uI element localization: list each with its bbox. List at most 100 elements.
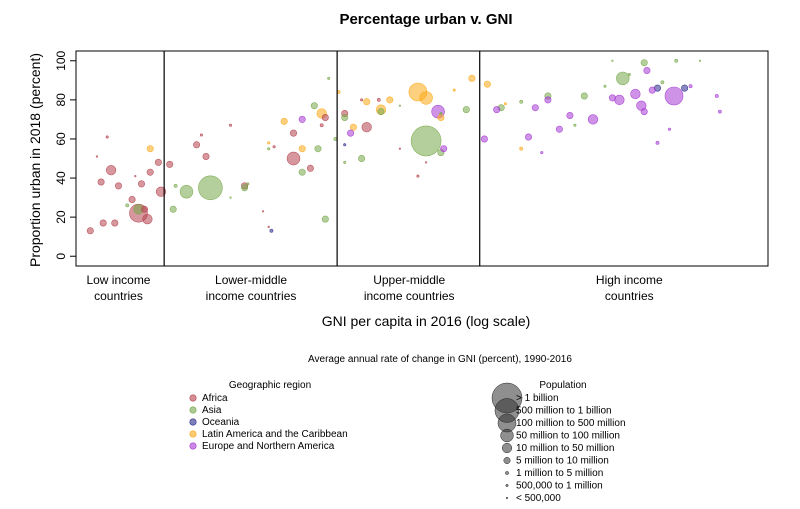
point-latin-america-and-the-caribbean-9 (419, 91, 433, 105)
point-africa-26 (272, 145, 276, 149)
point-asia-20 (439, 112, 443, 116)
point-africa-20 (199, 133, 203, 137)
y-tick-label-40: 40 (54, 171, 68, 185)
point-oceania-1 (343, 143, 347, 147)
point-africa-6 (105, 135, 109, 139)
y-axis-label: Proportion urban in 2018 (percent) (27, 53, 43, 267)
point-europe-and-northern-america-25 (667, 127, 671, 131)
population-legend-swatch-7 (505, 484, 509, 487)
point-asia-3 (169, 205, 177, 213)
point-africa-35 (398, 147, 402, 150)
point-africa-37 (416, 174, 420, 178)
income-dividers (163, 51, 481, 266)
population-legend-label-3: 50 million to 100 million (516, 431, 620, 442)
point-asia-37 (627, 73, 631, 77)
point-latin-america-and-the-caribbean-12 (468, 74, 476, 82)
population-legend-label-0: > 1 billion (516, 393, 559, 404)
population-legend-swatch-3 (500, 428, 514, 443)
point-europe-and-northern-america-17 (648, 86, 656, 94)
point-oceania-3 (681, 84, 689, 92)
region-legend-swatch-4 (189, 442, 197, 450)
population-legend-title: Population (539, 380, 586, 391)
point-europe-and-northern-america-10 (555, 125, 563, 133)
population-legend: Population > 1 billion 500 million to 1 b… (491, 380, 626, 504)
point-asia-31 (640, 59, 648, 67)
point-europe-and-northern-america-21 (714, 94, 719, 98)
point-asia-12 (321, 215, 329, 223)
point-africa-33 (376, 98, 381, 102)
growth-rate-note: Average annual rate of change in GNI (pe… (308, 354, 572, 365)
population-legend-label-5: 5 million to 10 million (516, 456, 609, 467)
point-latin-america-and-the-caribbean-14 (503, 102, 507, 106)
point-africa-3 (97, 178, 105, 186)
point-africa-0 (86, 227, 94, 235)
income-group-label-2-line2: income countries (364, 289, 455, 303)
point-asia-16 (358, 155, 366, 163)
y-tick-label-0: 0 (54, 253, 68, 260)
region-legend-swatch-1 (189, 406, 197, 414)
point-africa-16 (141, 205, 149, 213)
point-africa-24 (262, 210, 265, 213)
region-legend-swatch-0 (189, 394, 197, 402)
point-europe-and-northern-america-3 (440, 145, 448, 153)
point-africa-17 (134, 175, 137, 178)
income-group-label-1-line2: income countries (206, 289, 297, 303)
region-legend-label-0: Africa (202, 393, 228, 404)
y-tick-label-80: 80 (54, 93, 68, 107)
point-africa-11 (138, 180, 146, 188)
point-asia-0 (125, 203, 130, 208)
income-group-labels: Low income countries Lower-middle income co… (86, 273, 662, 303)
point-latin-america-and-the-caribbean-5 (349, 123, 357, 131)
income-group-label-1-line1: Lower-middle (215, 273, 287, 287)
point-asia-26 (519, 99, 524, 104)
point-asia-10 (298, 168, 306, 176)
point-europe-and-northern-america-20 (688, 84, 693, 89)
point-europe-and-northern-america-16 (643, 67, 651, 75)
point-africa-30 (321, 114, 329, 122)
point-africa-27 (289, 129, 297, 137)
point-europe-and-northern-america-0 (298, 115, 306, 123)
region-legend: Geographic region AfricaAsiaOceaniaLatin… (189, 380, 348, 452)
point-africa-34 (360, 98, 364, 102)
region-legend-swatch-2 (189, 418, 197, 426)
point-africa-25 (267, 225, 270, 228)
point-europe-and-northern-america-12 (587, 114, 599, 125)
point-latin-america-and-the-caribbean-0 (146, 145, 154, 153)
point-asia-33 (674, 58, 679, 63)
point-europe-and-northern-america-23 (640, 108, 648, 116)
income-group-label-0-line2: countries (94, 289, 143, 303)
population-legend-swatch-4 (501, 442, 513, 454)
region-legend-label-2: Oceania (202, 417, 240, 428)
point-africa-10 (128, 196, 136, 204)
point-europe-and-northern-america-14 (630, 88, 641, 100)
point-africa-12 (146, 168, 154, 176)
point-europe-and-northern-america-8 (531, 104, 539, 112)
y-axis: 0 20 40 60 80 100 (54, 50, 76, 260)
point-asia-28 (580, 92, 588, 100)
population-legend-label-4: 10 million to 50 million (516, 443, 614, 454)
point-africa-15 (155, 186, 167, 197)
population-legend-label-2: 100 million to 500 million (516, 418, 626, 429)
region-legend-label-4: Europe and Northern America (202, 441, 335, 452)
point-asia-9 (267, 147, 271, 151)
point-europe-and-northern-america-11 (566, 112, 574, 120)
point-europe-and-northern-america-7 (540, 151, 544, 155)
point-asia-22 (398, 104, 402, 107)
point-latin-america-and-the-caribbean-7 (386, 96, 394, 104)
region-legend-label-3: Latin America and the Caribbean (202, 429, 348, 440)
point-latin-america-and-the-caribbean-15 (519, 146, 524, 151)
point-asia-5 (198, 175, 223, 201)
y-tick-label-20: 20 (54, 210, 68, 224)
point-africa-7 (95, 155, 98, 158)
scatter-points (86, 58, 722, 235)
point-asia-6 (229, 196, 232, 199)
point-latin-america-and-the-caribbean-13 (483, 80, 491, 88)
point-africa-23 (286, 151, 301, 166)
plot-frame (75, 50, 769, 267)
point-europe-and-northern-america-13 (614, 94, 625, 105)
point-asia-14 (333, 137, 338, 141)
point-africa-14 (166, 160, 174, 168)
point-europe-and-northern-america-1 (347, 129, 355, 137)
point-europe-and-northern-america-4 (480, 135, 488, 143)
point-asia-34 (698, 59, 702, 62)
